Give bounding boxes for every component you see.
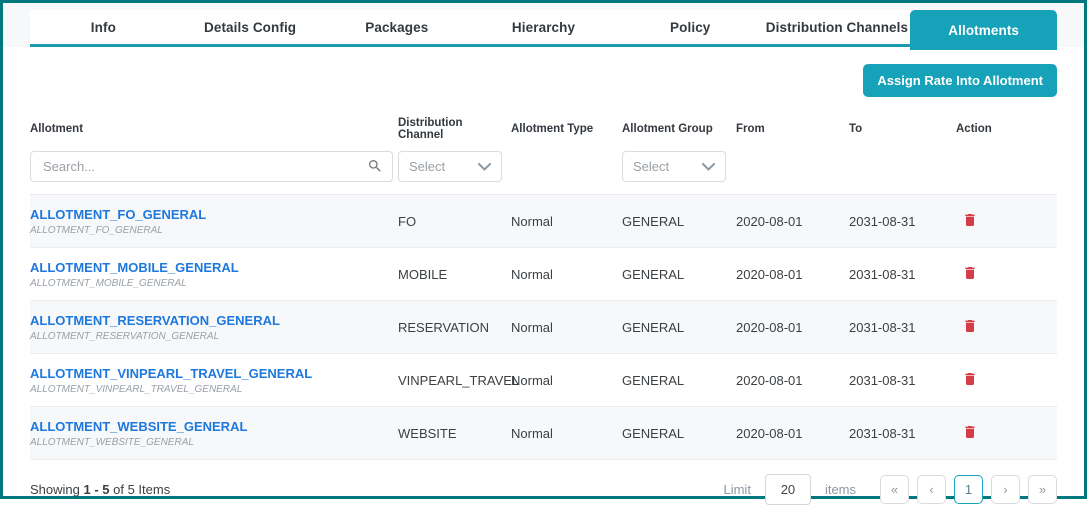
showing-summary: Showing 1 - 5 of 5 Items — [30, 482, 170, 497]
cell-group: GENERAL — [622, 425, 685, 441]
cell-group: GENERAL — [622, 319, 685, 335]
col-header-from: From — [736, 123, 765, 135]
cell-channel: MOBILE — [398, 266, 448, 282]
allotment-code: ALLOTMENT_MOBILE_GENERAL — [30, 277, 187, 289]
col-header-allotment: Allotment — [30, 123, 84, 135]
distribution-channel-select[interactable]: Select — [398, 151, 502, 182]
trash-icon — [962, 372, 978, 391]
cell-group: GENERAL — [622, 372, 685, 388]
tab-hierarchy[interactable]: Hierarchy — [511, 19, 576, 35]
tab-allotments[interactable]: Allotments — [910, 10, 1058, 50]
table-row: ALLOTMENT_WEBSITE_GENERAL ALLOTMENT_WEBS… — [30, 407, 1057, 460]
cell-channel: RESERVATION — [398, 319, 490, 335]
cell-from: 2020-08-01 — [736, 425, 803, 441]
previous-page-button[interactable]: ‹ — [917, 475, 946, 504]
allotment-group-select-value: Select — [633, 159, 670, 174]
tab-bar: Info Details Config Packages Hierarchy P… — [3, 3, 1084, 50]
table-footer: Showing 1 - 5 of 5 Items Limit items « ‹… — [3, 460, 1084, 505]
cell-group: GENERAL — [622, 213, 685, 229]
tab-packages[interactable]: Packages — [365, 19, 429, 35]
col-header-distribution-channel: Distribution Channel — [398, 117, 463, 141]
distribution-channel-select-value: Select — [409, 159, 446, 174]
allotment-group-select[interactable]: Select — [622, 151, 726, 182]
cell-type: Normal — [511, 425, 553, 441]
cell-to: 2031-08-31 — [849, 425, 916, 441]
chevron-down-icon — [478, 159, 491, 174]
trash-icon — [962, 266, 978, 285]
col-header-allotment-type: Allotment Type — [511, 123, 594, 135]
delete-allotment-button[interactable] — [960, 209, 980, 234]
cell-from: 2020-08-01 — [736, 266, 803, 282]
delete-allotment-button[interactable] — [960, 315, 980, 340]
assign-rate-into-allotment-button[interactable]: Assign Rate Into Allotment — [863, 64, 1057, 97]
pagination: « ‹ 1 › » — [880, 475, 1057, 504]
table-row: ALLOTMENT_MOBILE_GENERAL ALLOTMENT_MOBIL… — [30, 248, 1057, 301]
cell-to: 2031-08-31 — [849, 372, 916, 388]
tab-info[interactable]: Info — [90, 19, 116, 35]
tab-details-config[interactable]: Details Config — [204, 19, 297, 35]
limit-input[interactable] — [764, 474, 811, 505]
trash-icon — [962, 425, 978, 444]
page-1-button[interactable]: 1 — [954, 475, 983, 504]
cell-channel: WEBSITE — [398, 425, 457, 441]
items-label: items — [824, 482, 856, 497]
cell-type: Normal — [511, 319, 553, 335]
col-header-allotment-group: Allotment Group — [622, 123, 713, 135]
allotment-code: ALLOTMENT_VINPEARL_TRAVEL_GENERAL — [30, 383, 243, 395]
cell-to: 2031-08-31 — [849, 266, 916, 282]
col-header-action: Action — [956, 123, 992, 135]
cell-group: GENERAL — [622, 266, 685, 282]
table-header-row: Allotment Distribution Channel Allotment… — [30, 111, 1057, 151]
next-page-button[interactable]: › — [991, 475, 1020, 504]
delete-allotment-button[interactable] — [960, 421, 980, 446]
allotment-search-input[interactable] — [30, 151, 393, 182]
cell-from: 2020-08-01 — [736, 213, 803, 229]
allotment-code: ALLOTMENT_WEBSITE_GENERAL — [30, 436, 194, 448]
last-page-button[interactable]: » — [1028, 475, 1057, 504]
tab-underline — [30, 44, 1057, 47]
delete-allotment-button[interactable] — [960, 368, 980, 393]
table-row: ALLOTMENT_RESERVATION_GENERAL ALLOTMENT_… — [30, 301, 1057, 354]
limit-label: Limit — [723, 482, 751, 497]
table-filter-row: Select Select — [30, 151, 1057, 195]
showing-suffix: of 5 Items — [113, 482, 171, 497]
first-page-button[interactable]: « — [880, 475, 909, 504]
trash-icon — [962, 319, 978, 338]
cell-to: 2031-08-31 — [849, 213, 916, 229]
tab-policy[interactable]: Policy — [670, 19, 711, 35]
allotment-code: ALLOTMENT_FO_GENERAL — [30, 224, 163, 236]
col-header-to: To — [849, 123, 863, 135]
cell-to: 2031-08-31 — [849, 319, 916, 335]
cell-channel: FO — [398, 213, 417, 229]
delete-allotment-button[interactable] — [960, 262, 980, 287]
allotment-link[interactable]: ALLOTMENT_RESERVATION_GENERAL — [30, 312, 280, 328]
toolbar: Assign Rate Into Allotment — [3, 47, 1084, 111]
table-row: ALLOTMENT_VINPEARL_TRAVEL_GENERAL ALLOTM… — [30, 354, 1057, 407]
showing-range: 1 - 5 — [83, 482, 110, 497]
showing-prefix: Showing — [30, 482, 80, 497]
tab-distribution-channels[interactable]: Distribution Channels — [765, 19, 909, 35]
allotment-code: ALLOTMENT_RESERVATION_GENERAL — [30, 330, 220, 342]
allotment-link[interactable]: ALLOTMENT_MOBILE_GENERAL — [30, 259, 239, 275]
table-row: ALLOTMENT_FO_GENERAL ALLOTMENT_FO_GENERA… — [30, 195, 1057, 248]
trash-icon — [962, 213, 978, 232]
allotments-table: Allotment Distribution Channel Allotment… — [30, 111, 1057, 460]
cell-from: 2020-08-01 — [736, 372, 803, 388]
cell-type: Normal — [511, 266, 553, 282]
allotment-link[interactable]: ALLOTMENT_WEBSITE_GENERAL — [30, 418, 248, 434]
cell-channel: VINPEARL_TRAVEL — [398, 372, 520, 388]
allotment-link[interactable]: ALLOTMENT_VINPEARL_TRAVEL_GENERAL — [30, 365, 313, 381]
cell-type: Normal — [511, 213, 553, 229]
allotment-link[interactable]: ALLOTMENT_FO_GENERAL — [30, 206, 207, 222]
chevron-down-icon — [702, 159, 715, 174]
cell-type: Normal — [511, 372, 553, 388]
cell-from: 2020-08-01 — [736, 319, 803, 335]
